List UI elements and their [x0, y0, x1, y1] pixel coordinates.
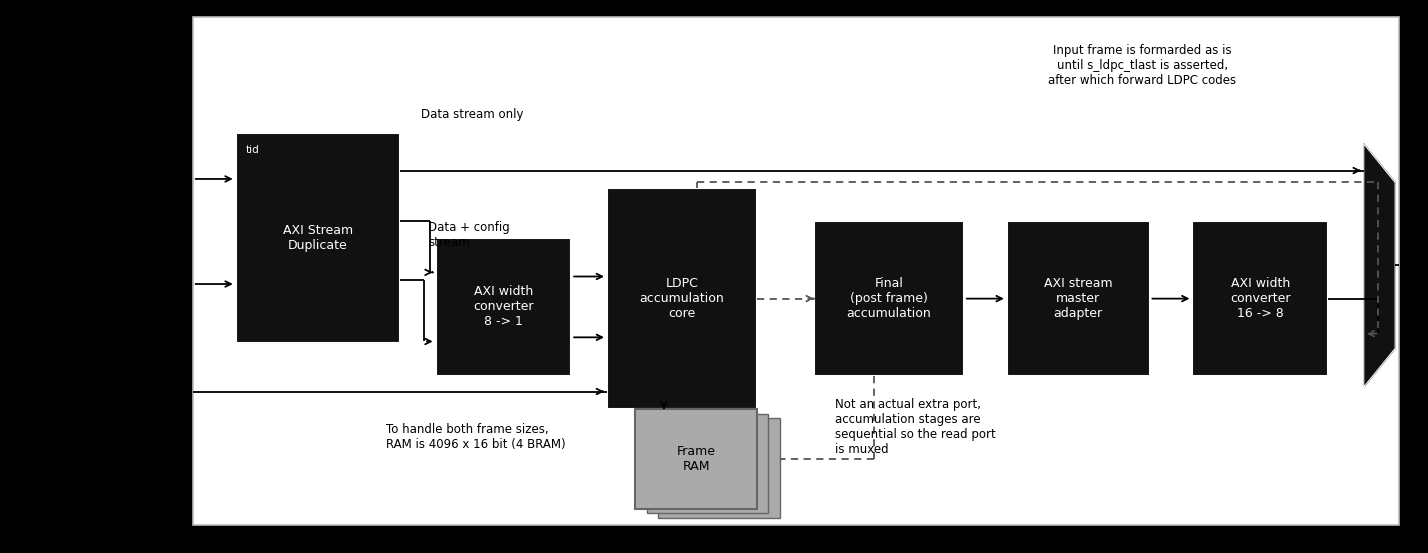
- Text: tid: tid: [246, 145, 260, 155]
- FancyBboxPatch shape: [1007, 221, 1150, 376]
- Text: AXI stream
master
adapter: AXI stream master adapter: [1044, 277, 1112, 320]
- Text: Data stream only: Data stream only: [421, 108, 524, 121]
- FancyBboxPatch shape: [236, 133, 400, 343]
- FancyBboxPatch shape: [647, 414, 768, 513]
- FancyBboxPatch shape: [1192, 221, 1328, 376]
- FancyBboxPatch shape: [436, 238, 571, 376]
- Text: AXI width
converter
16 -> 8: AXI width converter 16 -> 8: [1230, 277, 1291, 320]
- Text: AXI Stream
Duplicate: AXI Stream Duplicate: [283, 224, 353, 252]
- Text: Final
(post frame)
accumulation: Final (post frame) accumulation: [847, 277, 931, 320]
- Text: AXI width
converter
8 -> 1: AXI width converter 8 -> 1: [473, 285, 534, 328]
- FancyBboxPatch shape: [814, 221, 964, 376]
- Text: Input frame is formarded as is
until s_ldpc_tlast is asserted,
after which forwa: Input frame is formarded as is until s_l…: [1048, 44, 1237, 87]
- Text: Data + config
stream: Data + config stream: [428, 221, 510, 249]
- Text: Frame
RAM: Frame RAM: [677, 445, 715, 473]
- FancyBboxPatch shape: [658, 418, 780, 518]
- FancyBboxPatch shape: [193, 17, 1399, 525]
- Text: To handle both frame sizes,
RAM is 4096 x 16 bit (4 BRAM): To handle both frame sizes, RAM is 4096 …: [386, 423, 565, 451]
- Text: LDPC
accumulation
core: LDPC accumulation core: [640, 277, 724, 320]
- FancyBboxPatch shape: [607, 188, 757, 409]
- Polygon shape: [1364, 144, 1395, 387]
- Text: Not an actual extra port,
accumulation stages are
sequential so the read port
is: Not an actual extra port, accumulation s…: [835, 398, 997, 456]
- FancyBboxPatch shape: [635, 409, 757, 509]
